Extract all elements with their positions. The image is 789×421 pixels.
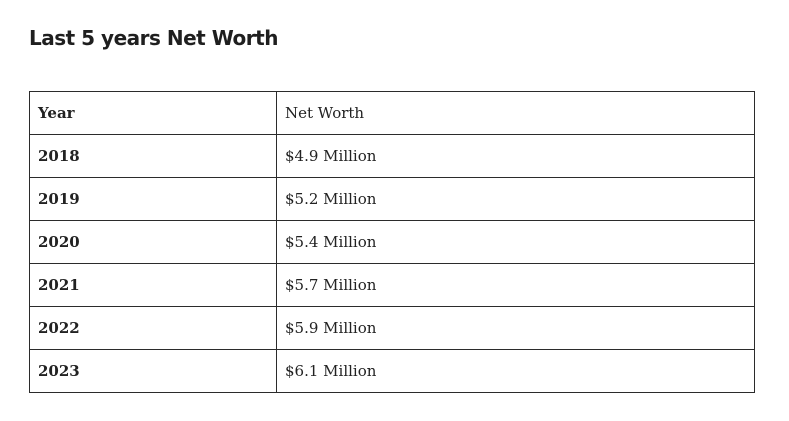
net-worth-cell: $5.7 Million: [276, 263, 755, 307]
header-net-worth: Net Worth: [276, 91, 755, 135]
year-cell: 2021: [29, 263, 277, 307]
table-header-row: Year Net Worth: [29, 91, 755, 135]
table-row: 2018 $4.9 Million: [29, 134, 755, 178]
table-row: 2021 $5.7 Million: [29, 263, 755, 307]
table-row: 2020 $5.4 Million: [29, 220, 755, 264]
net-worth-cell: $5.2 Million: [276, 177, 755, 221]
table-row: 2023 $6.1 Million: [29, 349, 755, 393]
table-row: 2019 $5.2 Million: [29, 177, 755, 221]
net-worth-cell: $6.1 Million: [276, 349, 755, 393]
year-cell: 2020: [29, 220, 277, 264]
header-year: Year: [29, 91, 277, 135]
year-cell: 2019: [29, 177, 277, 221]
net-worth-cell: $4.9 Million: [276, 134, 755, 178]
year-cell: 2022: [29, 306, 277, 350]
year-cell: 2023: [29, 349, 277, 393]
page-title: Last 5 years Net Worth: [29, 26, 278, 50]
net-worth-table: Year Net Worth 2018 $4.9 Million 2019 $5…: [29, 91, 755, 393]
table-row: 2022 $5.9 Million: [29, 306, 755, 350]
net-worth-cell: $5.4 Million: [276, 220, 755, 264]
net-worth-cell: $5.9 Million: [276, 306, 755, 350]
year-cell: 2018: [29, 134, 277, 178]
